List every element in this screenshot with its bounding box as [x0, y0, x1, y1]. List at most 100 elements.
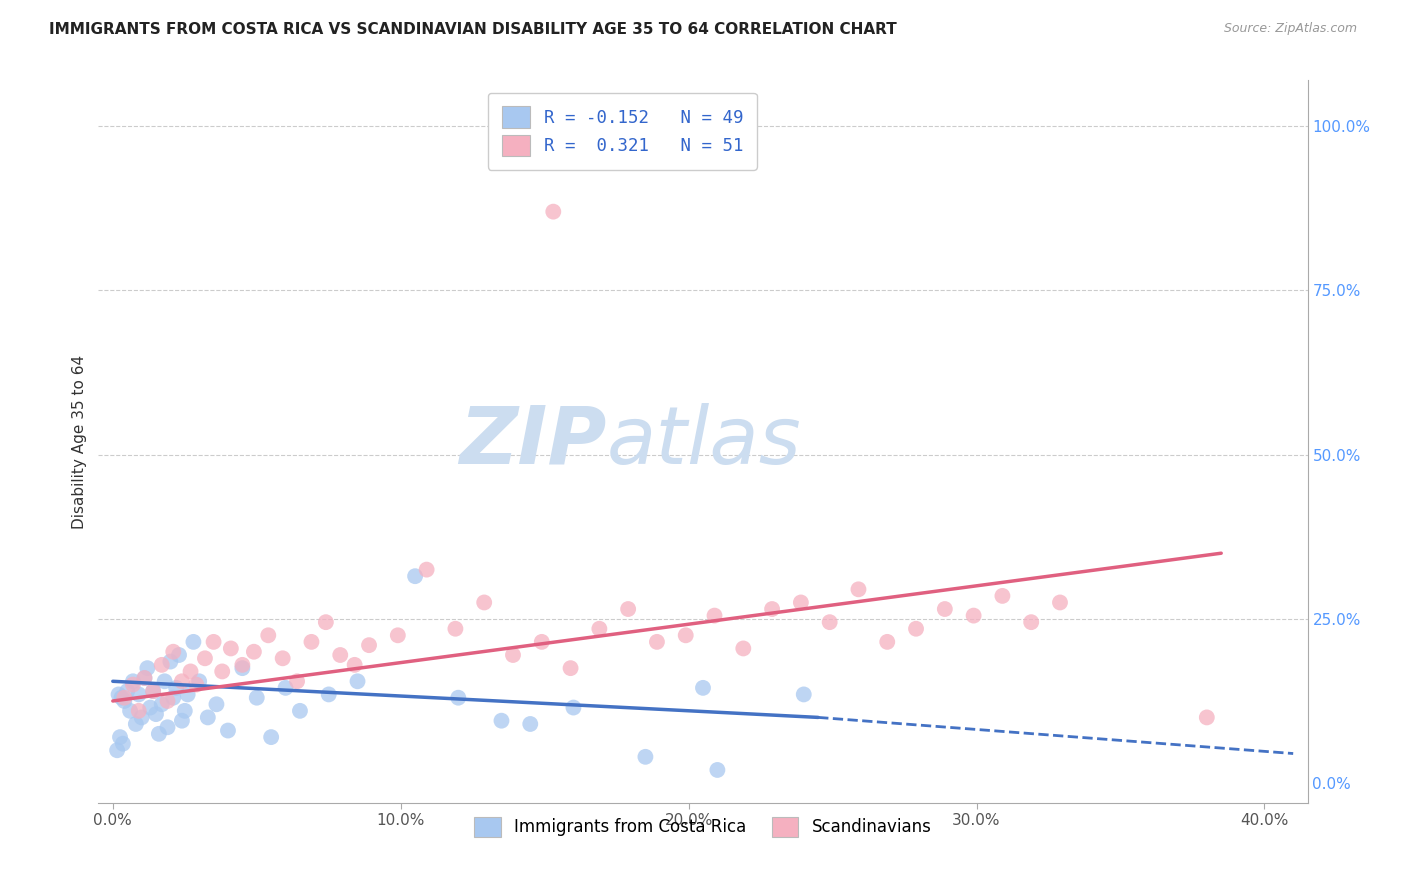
- Point: [120, 704, 142, 718]
- Point: [962, 608, 984, 623]
- Point: [876, 635, 898, 649]
- Point: [274, 681, 297, 695]
- Point: [706, 763, 728, 777]
- Point: [194, 651, 217, 665]
- Point: [934, 602, 956, 616]
- Point: [301, 635, 323, 649]
- Point: [315, 615, 337, 630]
- Point: [246, 690, 269, 705]
- Point: [1019, 615, 1042, 630]
- Point: [150, 698, 173, 712]
- Point: [271, 651, 294, 665]
- Point: [131, 710, 153, 724]
- Point: [112, 690, 135, 705]
- Point: [634, 749, 657, 764]
- Point: [703, 608, 725, 623]
- Point: [136, 661, 159, 675]
- Point: [543, 204, 565, 219]
- Text: IMMIGRANTS FROM COSTA RICA VS SCANDINAVIAN DISABILITY AGE 35 TO 64 CORRELATION C: IMMIGRANTS FROM COSTA RICA VS SCANDINAVI…: [49, 22, 897, 37]
- Point: [142, 684, 165, 698]
- Legend: Immigrants from Costa Rica, Scandinavians: Immigrants from Costa Rica, Scandinavian…: [463, 805, 943, 848]
- Point: [186, 677, 208, 691]
- Point: [357, 638, 380, 652]
- Point: [105, 743, 128, 757]
- Point: [173, 704, 195, 718]
- Point: [176, 687, 198, 701]
- Point: [318, 687, 340, 701]
- Point: [165, 681, 187, 695]
- Point: [404, 569, 426, 583]
- Point: [790, 595, 813, 609]
- Point: [560, 661, 582, 675]
- Point: [128, 687, 150, 701]
- Point: [183, 635, 205, 649]
- Point: [288, 704, 311, 718]
- Point: [1195, 710, 1218, 724]
- Point: [329, 648, 352, 662]
- Point: [472, 595, 495, 609]
- Point: [197, 710, 219, 724]
- Point: [139, 700, 162, 714]
- Point: [502, 648, 524, 662]
- Point: [156, 720, 179, 734]
- Point: [115, 684, 138, 698]
- Point: [153, 674, 176, 689]
- Point: [111, 737, 134, 751]
- Point: [170, 674, 193, 689]
- Point: [217, 723, 239, 738]
- Point: [142, 684, 165, 698]
- Point: [260, 730, 283, 744]
- Point: [150, 657, 173, 672]
- Point: [905, 622, 928, 636]
- Point: [818, 615, 841, 630]
- Point: [108, 730, 131, 744]
- Point: [387, 628, 409, 642]
- Point: [145, 707, 167, 722]
- Point: [125, 717, 148, 731]
- Point: [793, 687, 815, 701]
- Text: ZIP: ZIP: [458, 402, 606, 481]
- Point: [159, 655, 181, 669]
- Point: [162, 690, 184, 705]
- Point: [211, 665, 233, 679]
- Point: [415, 563, 437, 577]
- Point: [1049, 595, 1071, 609]
- Point: [444, 622, 467, 636]
- Point: [848, 582, 870, 597]
- Point: [110, 690, 132, 705]
- Point: [491, 714, 513, 728]
- Point: [991, 589, 1014, 603]
- Point: [180, 665, 202, 679]
- Point: [761, 602, 783, 616]
- Point: [343, 657, 366, 672]
- Point: [617, 602, 640, 616]
- Point: [188, 674, 211, 689]
- Point: [346, 674, 368, 689]
- Point: [122, 674, 145, 689]
- Point: [167, 648, 190, 662]
- Point: [447, 690, 470, 705]
- Point: [205, 698, 228, 712]
- Point: [162, 645, 184, 659]
- Point: [219, 641, 242, 656]
- Point: [112, 694, 135, 708]
- Point: [148, 727, 170, 741]
- Point: [519, 717, 541, 731]
- Point: [257, 628, 280, 642]
- Y-axis label: Disability Age 35 to 64: Disability Age 35 to 64: [72, 354, 87, 529]
- Point: [107, 687, 129, 701]
- Text: Source: ZipAtlas.com: Source: ZipAtlas.com: [1223, 22, 1357, 36]
- Point: [733, 641, 755, 656]
- Point: [122, 677, 145, 691]
- Point: [645, 635, 668, 649]
- Point: [134, 671, 156, 685]
- Point: [692, 681, 714, 695]
- Point: [530, 635, 553, 649]
- Point: [285, 674, 308, 689]
- Point: [134, 671, 156, 685]
- Point: [231, 661, 253, 675]
- Point: [675, 628, 697, 642]
- Point: [588, 622, 610, 636]
- Point: [231, 657, 253, 672]
- Text: atlas: atlas: [606, 402, 801, 481]
